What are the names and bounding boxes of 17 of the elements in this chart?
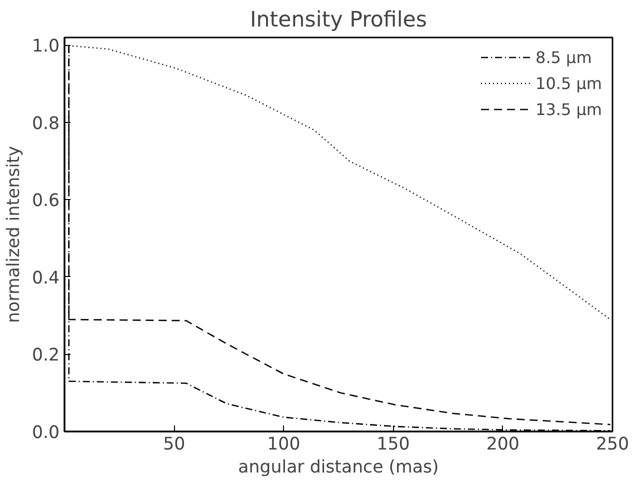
y-axis-title: normalized intensity [4,146,24,323]
x-tick-label: 250 [596,434,630,454]
y-tick-label: 0.6 [32,191,60,212]
y-tick-label: 0.8 [32,114,60,134]
y-tick-label: 1.0 [32,36,60,57]
x-tick-label: 50 [163,434,186,454]
legend-label: 8.5 µm [536,48,592,66]
x-axis-title: angular distance (mas) [238,458,439,478]
x-tick-label: 150 [376,434,410,454]
legend-label: 13.5 µm [536,100,602,118]
chart-title: Intensity Profiles [250,8,428,32]
legend-label: 10.5 µm [536,74,602,92]
y-tick-label: 0.0 [32,423,60,443]
y-tick-label: 0.2 [32,346,60,366]
x-tick-label: 100 [267,434,300,454]
y-tick-label: 0.4 [32,268,60,288]
x-tick-label: 200 [486,434,520,454]
